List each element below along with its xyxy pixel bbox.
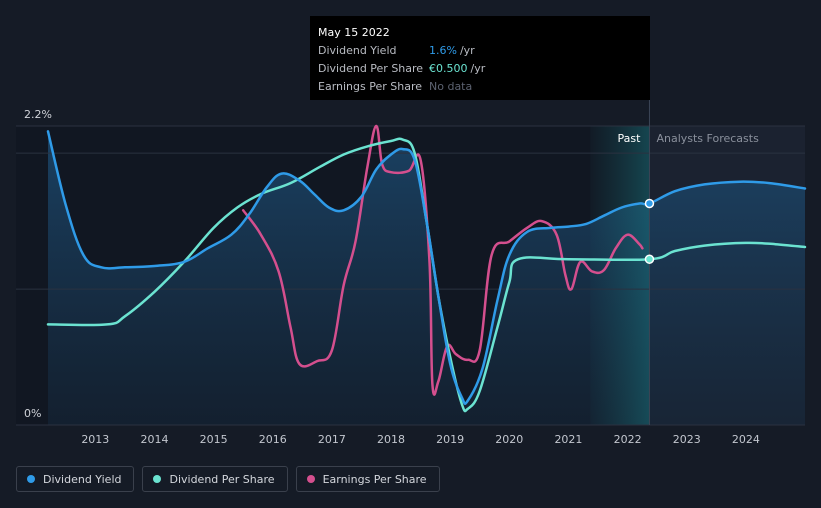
x-tick-label: 2021	[554, 433, 582, 446]
x-tick-label: 2013	[81, 433, 109, 446]
legend-earnings-per-share[interactable]: Earnings Per Share	[295, 466, 440, 492]
tooltip-label: Dividend Yield	[318, 44, 397, 57]
tooltip-value: No data	[429, 80, 473, 93]
x-tick-label: 2023	[673, 433, 701, 446]
legend-dot	[306, 475, 315, 483]
x-tick-label: 2018	[377, 433, 405, 446]
x-tick-label: 2022	[614, 433, 642, 446]
x-tick-label: 2020	[495, 433, 523, 446]
hover-tooltip: May 15 2022 Dividend Yield 1.6% /yr Divi…	[310, 16, 650, 100]
legend-label: Dividend Per Share	[169, 472, 275, 486]
tooltip-unit: /yr	[459, 44, 475, 57]
tooltip-row-earnings-per-share: Earnings Per Share No data	[318, 78, 642, 96]
past-label: Past	[618, 132, 642, 145]
tooltip-row-dividend-yield: Dividend Yield 1.6% /yr	[318, 42, 642, 60]
earnings-per-share-line	[241, 124, 644, 396]
chart-legend: Dividend Yield Dividend Per Share Earnin…	[16, 466, 440, 492]
x-tick-label: 2017	[318, 433, 346, 446]
past-region-band	[590, 126, 650, 425]
legend-dot	[153, 475, 162, 483]
tooltip-value: 1.6%	[429, 44, 457, 57]
y-tick-label: 2.2%	[24, 108, 52, 121]
tooltip-row-dividend-per-share: Dividend Per Share €0.500 /yr	[318, 60, 642, 78]
series-marker	[644, 254, 655, 264]
legend-dividend-per-share[interactable]: Dividend Per Share	[142, 466, 288, 492]
forecast-label: Analysts Forecasts	[656, 132, 759, 145]
x-tick-label: 2016	[259, 433, 287, 446]
x-tick-label: 2014	[140, 433, 168, 446]
legend-dot	[27, 475, 35, 483]
dividend-yield-line	[46, 130, 807, 406]
tooltip-value: €0.500	[429, 62, 468, 75]
tooltip-label: Earnings Per Share	[318, 80, 423, 93]
legend-label: Dividend Yield	[43, 472, 122, 486]
tooltip-label: Dividend Per Share	[318, 62, 424, 75]
x-tick-label: 2024	[732, 433, 760, 446]
tooltip-date: May 15 2022	[318, 26, 390, 39]
tooltip-unit: /yr	[470, 62, 486, 75]
x-tick-label: 2019	[436, 433, 464, 446]
series-marker	[644, 198, 655, 209]
x-tick-label: 2015	[200, 433, 228, 446]
legend-label: Earnings Per Share	[322, 472, 427, 486]
y-tick-label: 0%	[24, 407, 41, 420]
legend-dividend-yield[interactable]: Dividend Yield	[16, 466, 135, 492]
